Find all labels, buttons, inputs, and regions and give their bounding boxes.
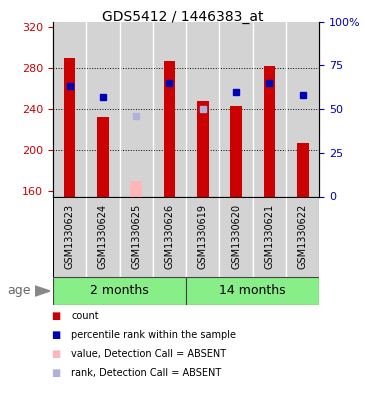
FancyBboxPatch shape — [53, 277, 186, 305]
Text: GSM1330623: GSM1330623 — [65, 204, 74, 269]
Text: GDS5412 / 1446383_at: GDS5412 / 1446383_at — [102, 10, 263, 24]
Text: rank, Detection Call = ABSENT: rank, Detection Call = ABSENT — [71, 368, 222, 378]
Text: ■: ■ — [51, 368, 60, 378]
FancyBboxPatch shape — [253, 196, 286, 277]
Bar — [164, 61, 175, 196]
Bar — [230, 106, 242, 196]
Text: age: age — [7, 284, 31, 298]
Text: 14 months: 14 months — [219, 284, 286, 298]
Text: value, Detection Call = ABSENT: value, Detection Call = ABSENT — [71, 349, 226, 359]
Text: GSM1330622: GSM1330622 — [298, 204, 308, 270]
Bar — [197, 101, 209, 196]
FancyBboxPatch shape — [120, 196, 153, 277]
FancyBboxPatch shape — [186, 277, 319, 305]
Text: GSM1330624: GSM1330624 — [98, 204, 108, 269]
Text: percentile rank within the sample: percentile rank within the sample — [71, 330, 236, 340]
FancyBboxPatch shape — [153, 196, 186, 277]
Text: 2 months: 2 months — [90, 284, 149, 298]
Bar — [130, 181, 142, 196]
FancyBboxPatch shape — [86, 196, 120, 277]
FancyBboxPatch shape — [186, 196, 219, 277]
Text: count: count — [71, 311, 99, 321]
Bar — [264, 66, 275, 196]
Text: GSM1330625: GSM1330625 — [131, 204, 141, 270]
Text: ■: ■ — [51, 349, 60, 359]
FancyBboxPatch shape — [53, 196, 86, 277]
Bar — [297, 143, 308, 196]
Text: ■: ■ — [51, 330, 60, 340]
Polygon shape — [35, 286, 50, 296]
Text: GSM1330620: GSM1330620 — [231, 204, 241, 269]
FancyBboxPatch shape — [219, 196, 253, 277]
FancyBboxPatch shape — [286, 196, 319, 277]
Bar — [97, 117, 109, 196]
Text: GSM1330619: GSM1330619 — [198, 204, 208, 269]
Text: GSM1330621: GSM1330621 — [264, 204, 274, 269]
Text: ■: ■ — [51, 311, 60, 321]
Bar — [64, 58, 76, 196]
Text: GSM1330626: GSM1330626 — [165, 204, 174, 269]
